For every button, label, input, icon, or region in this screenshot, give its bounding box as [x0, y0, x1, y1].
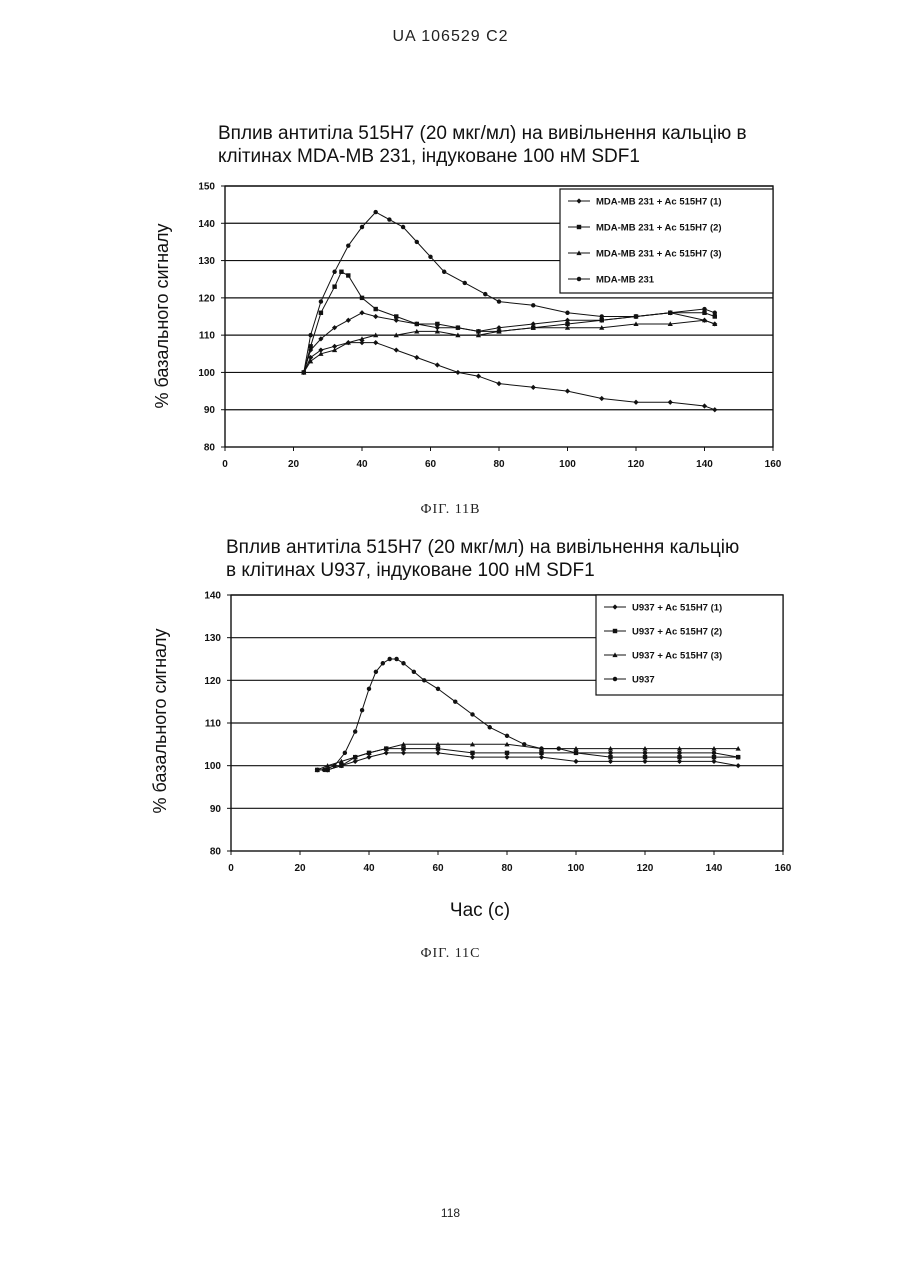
data-point: [643, 755, 647, 759]
data-point: [488, 725, 492, 729]
data-point: [470, 751, 474, 755]
y-tick-label: 130: [204, 633, 221, 644]
data-point: [574, 751, 578, 755]
data-point: [435, 750, 440, 755]
y-tick-label: 110: [205, 719, 222, 730]
x-tick-label: 140: [706, 863, 723, 874]
data-point: [366, 755, 371, 760]
chart-fig-11c: 80 90 100 110 120 130 140 0 20 40 60 80 100 120 140 160…: [0, 0, 901, 900]
x-tick-label: 100: [568, 863, 585, 874]
legend-label: U937 + Ac 515H7 (3): [632, 651, 722, 662]
legend-label: U937: [632, 675, 655, 686]
data-point: [677, 751, 681, 755]
data-point: [401, 661, 405, 665]
data-point: [608, 759, 613, 764]
data-point: [642, 759, 647, 764]
x-tick-label: 160: [775, 863, 792, 874]
data-point: [436, 746, 440, 750]
data-point: [353, 729, 357, 733]
figure-caption-11c: ФІГ. 11С: [0, 946, 901, 962]
data-point: [608, 751, 612, 755]
x-tick-label: 60: [432, 863, 444, 874]
data-point: [712, 751, 716, 755]
x-tick-label: 0: [228, 863, 234, 874]
data-point: [712, 755, 716, 759]
data-point: [384, 750, 389, 755]
data-point: [322, 768, 326, 772]
data-point: [522, 742, 526, 746]
data-point: [505, 751, 509, 755]
data-point: [339, 763, 343, 767]
data-point: [505, 734, 509, 738]
y-tick-label: 100: [204, 761, 221, 772]
data-point: [504, 755, 509, 760]
data-point: [374, 670, 378, 674]
data-point: [470, 755, 475, 760]
data-point: [394, 657, 398, 661]
data-point: [677, 755, 681, 759]
data-point: [557, 746, 561, 750]
series-1: [315, 750, 741, 772]
data-point: [539, 746, 543, 750]
legend-label: U937 + Ac 515H7 (2): [632, 627, 722, 638]
data-point: [343, 751, 347, 755]
x-tick-label: 40: [363, 863, 375, 874]
y-tick-label: 80: [210, 847, 222, 858]
legend-marker: [613, 629, 617, 633]
data-point: [608, 755, 612, 759]
y-tick-label: 140: [204, 591, 221, 602]
series-line: [317, 753, 738, 770]
y-tick-label: 120: [204, 676, 221, 687]
data-point: [736, 763, 741, 768]
data-point: [422, 678, 426, 682]
legend-marker: [613, 677, 617, 681]
data-point: [470, 712, 474, 716]
data-point: [643, 751, 647, 755]
data-point: [360, 708, 364, 712]
data-point: [401, 746, 405, 750]
data-point: [401, 750, 406, 755]
data-point: [353, 759, 358, 764]
data-point: [539, 755, 544, 760]
data-point: [412, 670, 416, 674]
page-number: 118: [0, 1206, 901, 1220]
y-axis-title: % базального сигналу: [150, 628, 170, 813]
series-line: [317, 749, 738, 770]
y-tick-label: 90: [210, 804, 222, 815]
data-point: [711, 759, 716, 764]
x-axis-label: Час (с): [0, 900, 901, 922]
data-point: [736, 755, 740, 759]
data-point: [453, 699, 457, 703]
data-point: [677, 759, 682, 764]
data-point: [367, 687, 371, 691]
data-point: [539, 751, 543, 755]
x-tick-label: 20: [294, 863, 306, 874]
data-point: [573, 759, 578, 764]
data-point: [387, 657, 391, 661]
legend-label: U937 + Ac 515H7 (1): [632, 603, 722, 614]
data-point: [436, 687, 440, 691]
data-point: [381, 661, 385, 665]
data-point: [332, 763, 336, 767]
x-tick-label: 120: [637, 863, 654, 874]
x-tick-label: 80: [501, 863, 513, 874]
